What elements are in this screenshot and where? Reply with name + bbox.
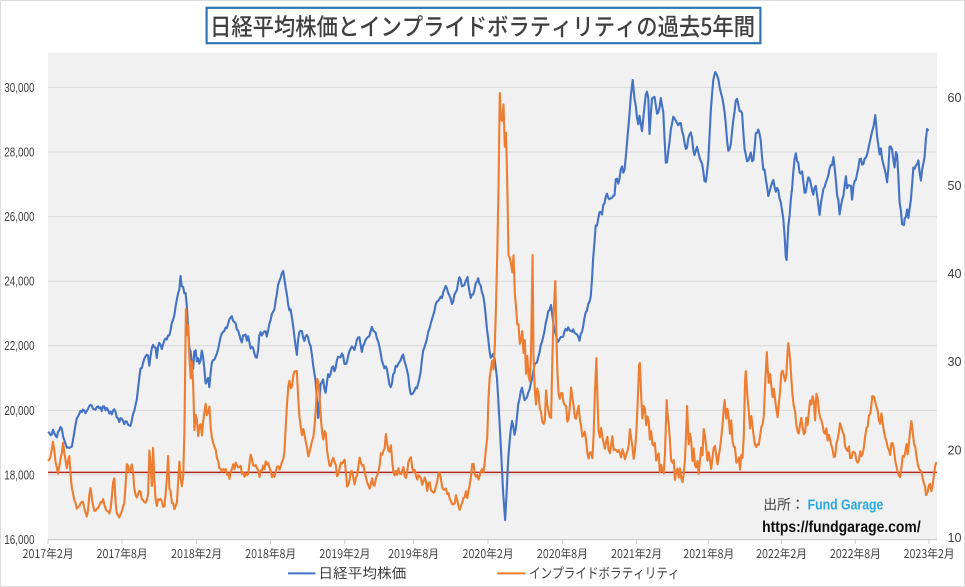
svg-text:40: 40 [948,267,962,281]
svg-text:Fund Garage: Fund Garage [808,498,884,514]
svg-text:16,000: 16,000 [4,533,34,547]
svg-text:10: 10 [948,531,962,545]
svg-text:30: 30 [948,355,962,369]
svg-text:28,000: 28,000 [4,145,34,159]
svg-text:24,000: 24,000 [4,275,34,289]
svg-text:20: 20 [948,443,962,457]
svg-text:50: 50 [948,179,962,193]
svg-text:60: 60 [948,91,962,105]
svg-text:30,000: 30,000 [4,81,34,95]
svg-text:18,000: 18,000 [4,468,34,482]
svg-text:26,000: 26,000 [4,210,34,224]
svg-text:22,000: 22,000 [4,339,34,353]
svg-text:20,000: 20,000 [4,404,34,418]
svg-text:https://fundgarage.com/: https://fundgarage.com/ [762,519,921,536]
